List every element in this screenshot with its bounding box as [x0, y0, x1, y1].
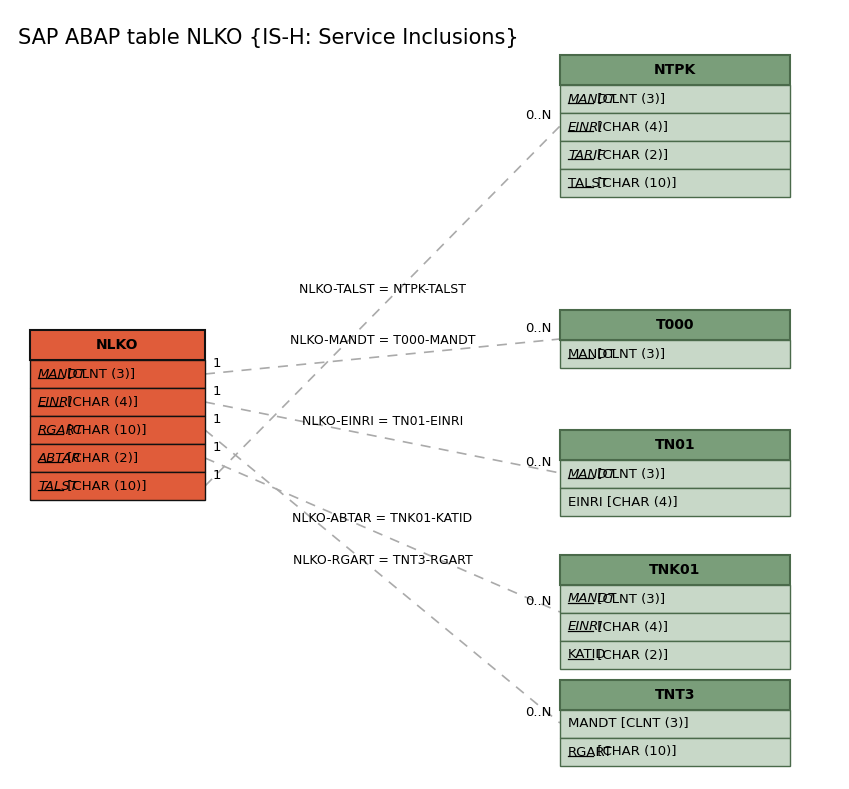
- Text: 1: 1: [213, 441, 222, 454]
- Bar: [560, 460, 790, 488]
- Bar: [30, 360, 205, 388]
- Text: [CHAR (10)]: [CHAR (10)]: [63, 424, 146, 436]
- Bar: [560, 169, 790, 197]
- Text: 0..N: 0..N: [526, 595, 552, 608]
- Text: NTPK: NTPK: [654, 63, 696, 77]
- Text: TARIF: TARIF: [568, 148, 604, 162]
- Bar: [560, 310, 790, 340]
- Text: [CHAR (2)]: [CHAR (2)]: [593, 148, 668, 162]
- Text: MANDT: MANDT: [568, 92, 616, 106]
- Text: [CHAR (4)]: [CHAR (4)]: [63, 395, 138, 409]
- Text: RGART: RGART: [38, 424, 84, 436]
- Text: 1: 1: [213, 469, 222, 482]
- Text: NLKO: NLKO: [96, 338, 138, 352]
- Text: MANDT: MANDT: [568, 347, 616, 361]
- Bar: [30, 416, 205, 444]
- Text: KATID: KATID: [568, 649, 606, 661]
- Bar: [560, 641, 790, 669]
- Text: MANDT: MANDT: [38, 368, 87, 380]
- Text: TALST: TALST: [568, 177, 608, 189]
- Bar: [30, 472, 205, 500]
- Bar: [560, 555, 790, 585]
- Text: EINRI: EINRI: [568, 121, 604, 133]
- Text: TNT3: TNT3: [655, 688, 695, 702]
- Text: 0..N: 0..N: [526, 706, 552, 719]
- Text: [CLNT (3)]: [CLNT (3)]: [593, 347, 665, 361]
- Text: [CHAR (4)]: [CHAR (4)]: [593, 620, 667, 634]
- Bar: [560, 141, 790, 169]
- Text: MANDT: MANDT: [568, 468, 616, 481]
- Bar: [30, 388, 205, 416]
- Text: [CLNT (3)]: [CLNT (3)]: [593, 92, 665, 106]
- Text: EINRI: EINRI: [568, 620, 604, 634]
- Text: 1: 1: [213, 413, 222, 426]
- Bar: [560, 340, 790, 368]
- Text: [CLNT (3)]: [CLNT (3)]: [63, 368, 135, 380]
- Bar: [560, 430, 790, 460]
- Text: TN01: TN01: [655, 438, 695, 452]
- Text: [CLNT (3)]: [CLNT (3)]: [593, 593, 665, 605]
- Bar: [560, 613, 790, 641]
- Text: TNK01: TNK01: [649, 563, 700, 577]
- Text: MANDT [CLNT (3)]: MANDT [CLNT (3)]: [568, 717, 689, 731]
- Text: EINRI [CHAR (4)]: EINRI [CHAR (4)]: [568, 495, 678, 508]
- Text: [CHAR (10)]: [CHAR (10)]: [63, 480, 146, 492]
- Text: 0..N: 0..N: [526, 109, 552, 122]
- Text: RGART: RGART: [568, 746, 613, 758]
- Text: 1: 1: [213, 385, 222, 398]
- Bar: [560, 710, 790, 738]
- Text: [CHAR (2)]: [CHAR (2)]: [593, 649, 668, 661]
- Text: [CHAR (4)]: [CHAR (4)]: [593, 121, 667, 133]
- Text: [CHAR (10)]: [CHAR (10)]: [593, 746, 676, 758]
- Bar: [560, 85, 790, 113]
- Text: NLKO-TALST = NTPK-TALST: NLKO-TALST = NTPK-TALST: [299, 283, 466, 296]
- Bar: [560, 488, 790, 516]
- Text: [CLNT (3)]: [CLNT (3)]: [593, 468, 665, 481]
- Bar: [560, 113, 790, 141]
- Text: T000: T000: [655, 318, 694, 332]
- Text: MANDT: MANDT: [568, 593, 616, 605]
- Bar: [30, 444, 205, 472]
- Bar: [560, 585, 790, 613]
- Text: 0..N: 0..N: [526, 456, 552, 469]
- Bar: [560, 738, 790, 766]
- Text: 1: 1: [213, 357, 222, 370]
- Text: SAP ABAP table NLKO {IS-H: Service Inclusions}: SAP ABAP table NLKO {IS-H: Service Inclu…: [18, 28, 519, 48]
- Text: [CHAR (2)]: [CHAR (2)]: [63, 451, 138, 465]
- Text: [CHAR (10)]: [CHAR (10)]: [593, 177, 676, 189]
- Text: NLKO-EINRI = TN01-EINRI: NLKO-EINRI = TN01-EINRI: [302, 414, 463, 428]
- Text: NLKO-RGART = TNT3-RGART: NLKO-RGART = TNT3-RGART: [293, 554, 472, 567]
- Text: TALST: TALST: [38, 480, 78, 492]
- Text: NLKO-MANDT = T000-MANDT: NLKO-MANDT = T000-MANDT: [290, 334, 475, 346]
- Bar: [560, 680, 790, 710]
- Text: EINRI: EINRI: [38, 395, 73, 409]
- Text: ABTAR: ABTAR: [38, 451, 82, 465]
- Text: NLKO-ABTAR = TNK01-KATID: NLKO-ABTAR = TNK01-KATID: [292, 512, 473, 525]
- Bar: [560, 55, 790, 85]
- Text: 0..N: 0..N: [526, 322, 552, 335]
- Bar: [30, 330, 205, 360]
